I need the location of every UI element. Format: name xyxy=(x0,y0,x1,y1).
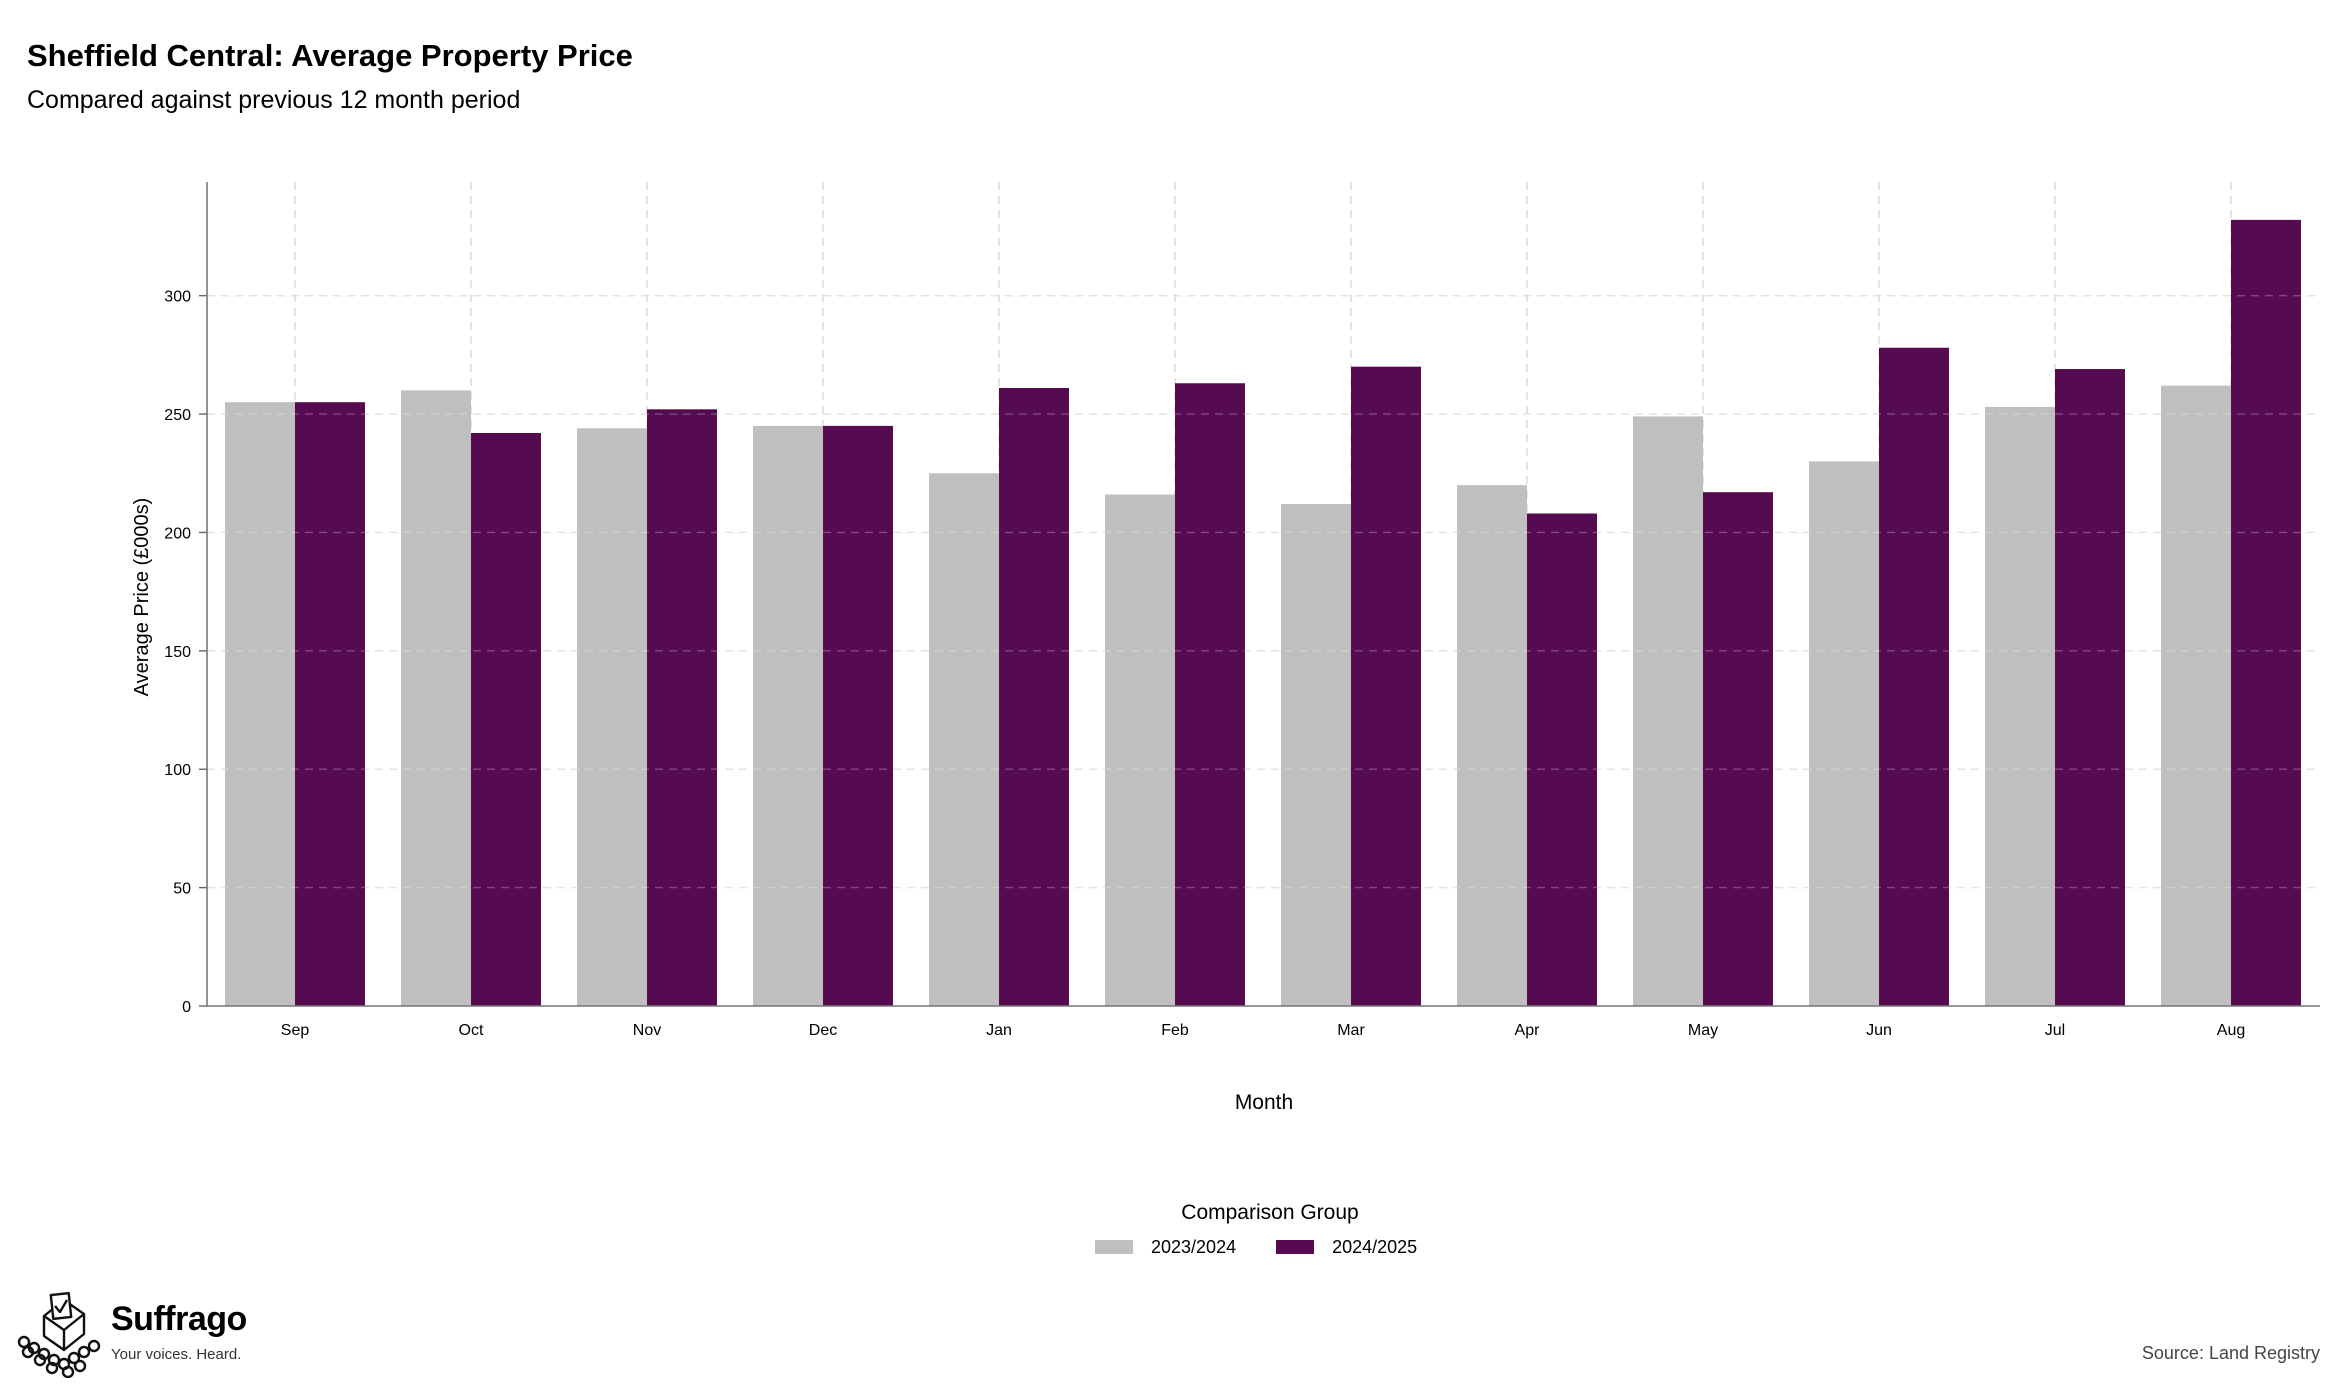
bar-2024-2025-aug xyxy=(2231,219,2301,1006)
legend-item-2023-2024: 2023/2024 xyxy=(1095,1237,1236,1258)
x-tick-label: Aug xyxy=(2217,1022,2245,1039)
x-tick-label: Sep xyxy=(281,1022,310,1039)
y-tick-label: 250 xyxy=(164,407,191,424)
legend-title: Comparison Group xyxy=(1181,1201,1359,1224)
bar-2023-2024-feb xyxy=(1105,494,1175,1006)
bar-2024-2025-jul xyxy=(2055,369,2125,1006)
brand-name: Suffrago xyxy=(111,1300,247,1338)
bar-2024-2025-may xyxy=(1703,492,1773,1006)
y-tick-label: 200 xyxy=(164,525,191,542)
x-tick-label: Mar xyxy=(1337,1022,1365,1039)
x-axis-title: Month xyxy=(1235,1091,1293,1114)
x-tick-label: Nov xyxy=(633,1022,661,1039)
legend: 2023/2024 2024/2025 xyxy=(1095,1234,1457,1260)
legend-item-2024-2025: 2024/2025 xyxy=(1276,1237,1417,1258)
legend-label: 2024/2025 xyxy=(1332,1236,1418,1257)
bar-2023-2024-mar xyxy=(1281,504,1351,1006)
bar-2023-2024-may xyxy=(1633,416,1703,1006)
y-tick-label: 0 xyxy=(182,999,191,1016)
y-tick-label: 50 xyxy=(173,881,191,898)
chart-subtitle: Compared against previous 12 month perio… xyxy=(27,86,521,114)
chart-title: Sheffield Central: Average Property Pric… xyxy=(27,38,633,73)
x-tick-label: Jan xyxy=(986,1022,1012,1039)
x-tick-label: Dec xyxy=(809,1022,837,1039)
bar-2023-2024-sep xyxy=(225,402,295,1006)
bar-2024-2025-jun xyxy=(1879,347,1949,1006)
legend-label: 2023/2024 xyxy=(1151,1236,1237,1257)
x-tick-label: May xyxy=(1688,1022,1718,1039)
brand-tagline: Your voices. Heard. xyxy=(111,1346,242,1363)
y-axis-title: Average Price (£000s) xyxy=(131,498,153,697)
bar-2024-2025-nov xyxy=(647,409,717,1007)
bar-2023-2024-dec xyxy=(753,425,823,1006)
legend-swatch xyxy=(1276,1240,1315,1254)
bar-2024-2025-apr xyxy=(1527,513,1597,1006)
bar-2024-2025-jan xyxy=(999,388,1069,1006)
x-tick-label: Feb xyxy=(1161,1022,1189,1039)
x-tick-label: Apr xyxy=(1515,1022,1541,1039)
bar-2023-2024-jan xyxy=(929,473,999,1006)
bar-2024-2025-feb xyxy=(1175,383,1245,1006)
x-tick-label: Oct xyxy=(459,1022,484,1039)
y-tick-label: 300 xyxy=(164,289,191,306)
bar-2023-2024-oct xyxy=(401,390,471,1007)
ballot-box-icon xyxy=(17,1292,101,1378)
bar-2023-2024-apr xyxy=(1457,485,1527,1007)
y-tick-label: 150 xyxy=(164,644,191,661)
bar-2023-2024-aug xyxy=(2161,385,2231,1006)
bar-2023-2024-jun xyxy=(1809,461,1879,1006)
legend-swatch xyxy=(1095,1240,1133,1254)
bar-2023-2024-jul xyxy=(1985,406,2055,1007)
bar-2024-2025-oct xyxy=(471,432,541,1006)
bar-chart: 0 50 100 150 200 250 300 Sep Oct Nov Dec Jan Feb Mar A… xyxy=(131,182,2320,1114)
source-note: Source: Land Registry xyxy=(2141,1343,2320,1363)
bar-2024-2025-dec xyxy=(823,425,893,1006)
y-tick-label: 100 xyxy=(164,762,191,779)
x-tick-label: Jul xyxy=(2045,1022,2065,1039)
bar-2024-2025-mar xyxy=(1351,366,1421,1006)
bar-2023-2024-nov xyxy=(577,428,647,1006)
bar-2024-2025-sep xyxy=(295,402,365,1006)
x-tick-label: Jun xyxy=(1866,1022,1892,1039)
